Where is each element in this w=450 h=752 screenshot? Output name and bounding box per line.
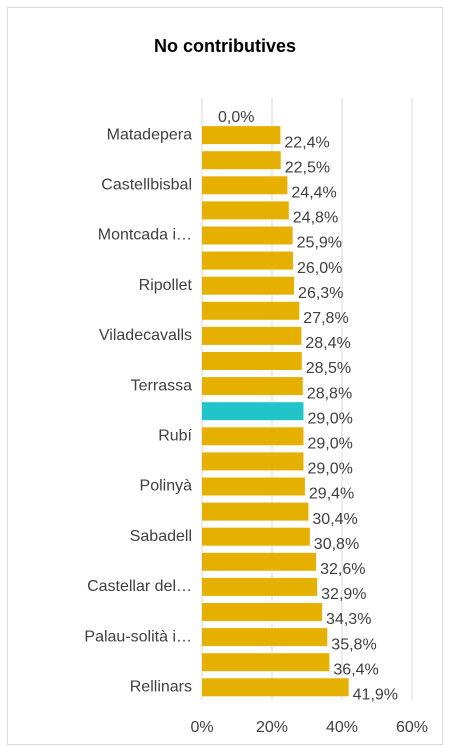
y-tick-label: Rellinars [130, 679, 192, 696]
y-tick-label: Sabadell [130, 528, 192, 545]
bar [202, 276, 295, 295]
y-tick-label: Montcada i… [98, 227, 192, 244]
bar [202, 452, 304, 471]
bar [202, 326, 302, 345]
data-label: 29,0% [308, 436, 353, 453]
x-tick-label: 60% [396, 719, 428, 736]
data-label: 27,8% [303, 310, 348, 327]
data-label: 0,0% [218, 109, 254, 126]
data-label: 35,8% [331, 636, 376, 653]
bar [202, 352, 302, 370]
data-label: 30,4% [312, 511, 357, 528]
bar [202, 603, 323, 621]
y-tick-label: Rubí [158, 428, 192, 445]
bar [202, 251, 293, 270]
x-tick-label: 40% [326, 719, 358, 736]
data-label: 30,8% [314, 536, 359, 553]
bar [202, 176, 288, 195]
data-label: 32,9% [321, 586, 366, 603]
data-label: 28,8% [307, 385, 352, 402]
bar [202, 126, 281, 145]
data-label: 24,8% [293, 210, 338, 227]
bar [202, 402, 304, 421]
data-label: 36,4% [333, 661, 378, 678]
y-tick-label: Ripollet [139, 277, 193, 294]
bar [202, 226, 293, 245]
y-tick-label: Polinyà [140, 478, 193, 495]
data-label: 25,9% [297, 235, 342, 252]
data-label: 41,9% [353, 687, 398, 704]
bar [202, 301, 300, 320]
bar [202, 653, 330, 672]
data-label: 29,0% [308, 410, 353, 427]
data-label: 29,4% [309, 486, 354, 503]
y-tick-label: Terrassa [131, 377, 192, 394]
data-label: 34,3% [326, 611, 371, 628]
data-label: 22,5% [285, 159, 330, 176]
y-tick-label: Matadepera [107, 126, 192, 143]
x-tick-label: 20% [256, 719, 288, 736]
bar [202, 427, 304, 446]
bar [202, 201, 289, 220]
bar [202, 552, 317, 571]
y-tick-label: Castellar del… [87, 578, 192, 595]
y-tick-label: Viladecavalls [99, 327, 192, 344]
chart-title: No contributives [154, 36, 296, 56]
data-label: 24,4% [291, 185, 336, 202]
bar [202, 377, 303, 396]
data-label: 26,0% [297, 260, 342, 277]
bar [202, 527, 310, 546]
bar [202, 477, 305, 496]
x-tick-label: 0% [190, 719, 213, 736]
bar [202, 628, 328, 647]
y-tick-label: Palau-solità i… [84, 628, 192, 645]
data-label: 32,6% [320, 561, 365, 578]
bar [202, 678, 349, 697]
bar [202, 502, 309, 521]
data-label: 28,4% [305, 335, 350, 352]
bar [202, 577, 318, 596]
data-label: 22,4% [284, 134, 329, 151]
bar [202, 151, 281, 170]
data-label: 28,5% [306, 360, 351, 377]
y-tick-label: Castellbisbal [101, 177, 192, 194]
data-label: 29,0% [308, 461, 353, 478]
data-label: 26,3% [298, 285, 343, 302]
